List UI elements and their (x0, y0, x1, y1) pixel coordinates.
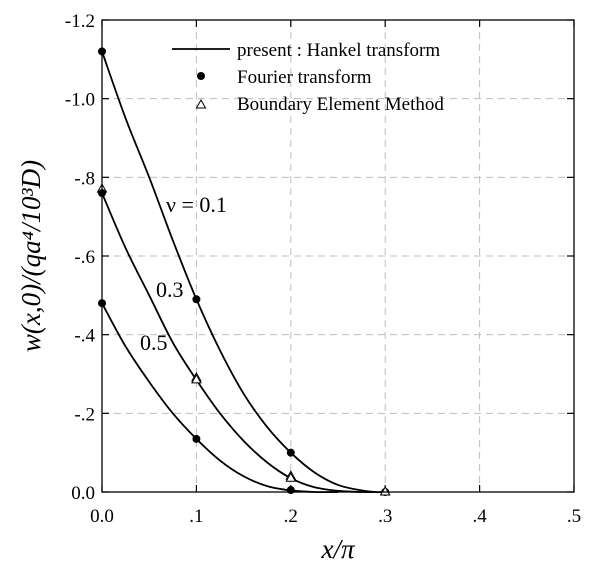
y-tick-label: -.4 (74, 326, 95, 347)
x-tick-label: .2 (284, 506, 298, 527)
curve-nu-0.1 (101, 51, 386, 494)
plot-frame (101, 19, 575, 493)
x-tick-labels: 0.0 .1 .2 .3 .4 .5 (90, 506, 581, 527)
y-tick-label: 0.0 (71, 483, 95, 504)
legend-entry-bem: Boundary Element Method (237, 94, 444, 115)
fourier-point-nu-0.1 (192, 295, 201, 304)
y-tick-label: -1.0 (65, 90, 95, 111)
curve-label-nu-0.1: ν = 0.1 (166, 192, 227, 217)
x-tick-label: .1 (189, 506, 203, 527)
bem-point (285, 472, 297, 482)
y-tick-label: -.6 (74, 247, 95, 268)
legend: present : Hankel transform Fourier trans… (172, 40, 444, 115)
legend-open-triangle-marker (195, 98, 207, 109)
grid-lines (102, 20, 574, 492)
fourier-point-nu-0.5 (286, 486, 295, 495)
y-tick-label: -.8 (74, 168, 95, 189)
fourier-point-nu-0.5 (192, 434, 201, 443)
curve-nu-0.5 (101, 302, 339, 494)
legend-filled-circle-marker (197, 72, 205, 80)
curve-label-nu-0.3: 0.3 (156, 277, 184, 302)
y-tick-label: -1.2 (65, 11, 95, 32)
x-tick-label: .4 (472, 506, 487, 527)
bem-point (191, 373, 202, 384)
curve-nu-0.3 (101, 192, 376, 493)
x-tick-label: 0.0 (90, 506, 114, 527)
curve-label-nu-0.5: 0.5 (140, 330, 168, 355)
fourier-point-nu-0.1 (286, 448, 295, 457)
curves (101, 51, 386, 494)
x-axis-title: x/π (320, 534, 355, 564)
x-tick-label: .5 (567, 506, 581, 527)
y-axis-title: w(x,0)/(qa⁴/10³D) (16, 160, 46, 352)
legend-entry-hankel: present : Hankel transform (237, 40, 440, 61)
bem-point (379, 485, 391, 496)
x-tick-label: .3 (378, 506, 392, 527)
y-tick-label: -.2 (74, 404, 95, 425)
legend-entry-fourier: Fourier transform (237, 67, 372, 88)
y-tick-labels: 0.0 -.2 -.4 -.6 -.8 -1.0 -1.2 (65, 11, 96, 504)
